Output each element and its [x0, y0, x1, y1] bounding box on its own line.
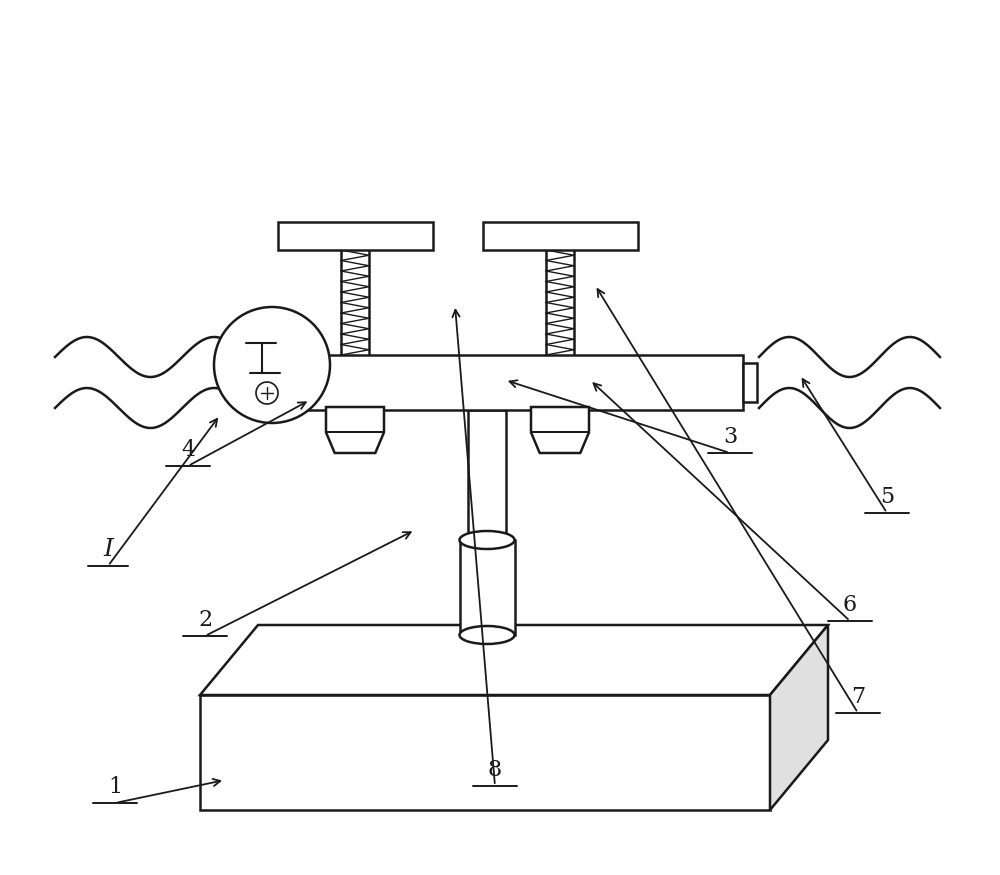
Polygon shape: [200, 625, 828, 695]
Text: 1: 1: [108, 776, 122, 798]
Polygon shape: [770, 625, 828, 810]
Text: I: I: [103, 538, 113, 562]
Bar: [743, 363, 757, 402]
Circle shape: [256, 382, 278, 404]
Bar: [483, 222, 638, 250]
Bar: [200, 695, 770, 810]
Text: 4: 4: [181, 439, 195, 461]
Text: 2: 2: [198, 609, 212, 631]
Ellipse shape: [460, 531, 514, 549]
Bar: [460, 540, 515, 635]
Text: 3: 3: [723, 426, 737, 448]
Bar: [278, 222, 433, 250]
Bar: [468, 410, 506, 545]
Circle shape: [214, 307, 330, 423]
Ellipse shape: [460, 626, 514, 644]
Bar: [248, 355, 743, 410]
Text: 6: 6: [843, 594, 857, 616]
Text: 8: 8: [488, 759, 502, 781]
Text: 7: 7: [851, 686, 865, 708]
Text: 5: 5: [880, 486, 894, 508]
Polygon shape: [326, 407, 384, 453]
Polygon shape: [531, 407, 589, 453]
